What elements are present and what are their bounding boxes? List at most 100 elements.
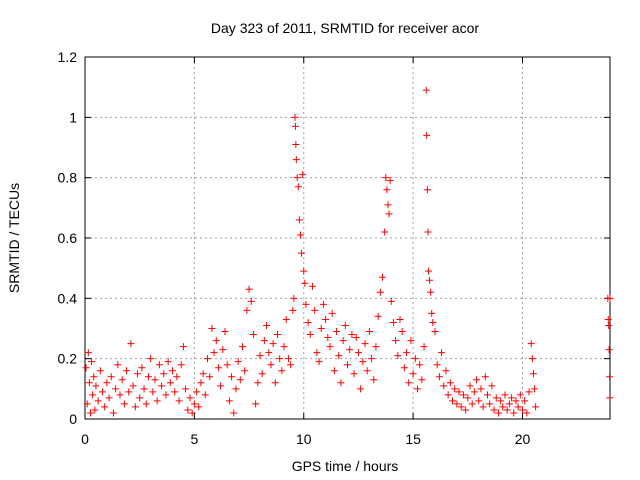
y-tick-label: 0.2 [58, 351, 78, 367]
data-point [293, 174, 301, 182]
data-point [247, 297, 255, 305]
x-tick-label: 10 [296, 431, 312, 447]
data-point [344, 361, 351, 369]
data-point [129, 382, 137, 390]
data-point [210, 349, 218, 357]
data-point [531, 385, 539, 393]
data-point [428, 309, 436, 317]
x-tick-labels: 0 5 10 15 20 [81, 431, 530, 447]
data-point [416, 361, 424, 369]
y-tick-label: 1 [69, 109, 77, 125]
data-point [512, 397, 520, 405]
data-point [385, 210, 393, 218]
data-point [287, 361, 295, 369]
data-point [486, 400, 494, 408]
y-tick-label: 0.6 [58, 230, 78, 246]
data-point [322, 315, 330, 323]
data-point [405, 379, 413, 387]
data-point [459, 391, 467, 399]
data-point [89, 391, 97, 399]
data-point [337, 379, 345, 387]
x-tick-label: 5 [190, 431, 198, 447]
data-point [418, 376, 426, 384]
x-tick-label: 15 [405, 431, 421, 447]
data-point [201, 391, 209, 399]
data-point [420, 343, 428, 351]
data-point [271, 379, 279, 387]
data-point [265, 349, 273, 357]
data-point [407, 337, 415, 345]
data-point [175, 397, 183, 405]
data-point [492, 394, 500, 402]
data-point [296, 231, 304, 239]
data-point [99, 388, 106, 396]
data-point [284, 355, 292, 363]
data-point [422, 86, 430, 94]
data-point [144, 373, 152, 381]
y-tick-labels: 0 0.2 0.4 0.6 0.8 1 1.2 [58, 49, 78, 427]
data-point [363, 367, 371, 375]
data-point [494, 409, 502, 417]
data-point [488, 382, 496, 390]
x-tick-label: 0 [81, 431, 89, 447]
data-point [605, 346, 613, 354]
y-tick-label: 1.2 [58, 49, 78, 65]
data-point [427, 288, 435, 296]
data-point [83, 400, 91, 408]
data-point [204, 355, 211, 363]
data-point [212, 337, 220, 345]
data-point [328, 309, 336, 317]
data-point [177, 361, 185, 369]
data-point [379, 273, 386, 281]
data-point [525, 388, 533, 396]
data-point [116, 391, 124, 399]
data-point [140, 385, 148, 393]
data-point [232, 385, 240, 393]
data-point [282, 315, 290, 323]
data-point [105, 394, 113, 402]
data-point [383, 186, 391, 194]
data-point [299, 171, 307, 179]
data-point [236, 376, 244, 384]
data-point [521, 397, 529, 405]
data-point [477, 385, 485, 393]
data-point [292, 156, 300, 164]
data-point [313, 349, 321, 357]
data-point [429, 318, 437, 326]
data-point [114, 361, 122, 369]
data-point [186, 394, 194, 402]
data-point [199, 370, 207, 378]
data-point [103, 379, 111, 387]
data-point [225, 397, 233, 405]
data-point [352, 334, 360, 342]
x-axis-label: GPS time / hours [292, 458, 399, 474]
data-point [169, 367, 176, 375]
data-point [398, 328, 406, 336]
data-point [298, 249, 306, 257]
data-point [86, 409, 94, 417]
data-point [606, 394, 614, 402]
data-point [457, 403, 465, 411]
data-point [475, 397, 483, 405]
data-point [481, 373, 489, 381]
data-point [254, 379, 262, 387]
data-point [125, 388, 133, 396]
data-point [346, 346, 354, 354]
data-point [468, 400, 476, 408]
data-point [291, 113, 299, 121]
data-point [274, 331, 281, 339]
data-point [484, 391, 491, 399]
data-point [101, 403, 109, 411]
data-point [234, 358, 242, 366]
data-point [160, 370, 168, 378]
data-point [359, 358, 367, 366]
data-point [339, 337, 347, 345]
data-point [604, 315, 612, 323]
data-point [300, 267, 308, 275]
data-point [333, 328, 341, 336]
x-tick-label: 20 [515, 431, 531, 447]
data-point [462, 406, 470, 414]
data-point [249, 331, 257, 339]
data-point [85, 379, 93, 387]
data-point [184, 406, 192, 414]
